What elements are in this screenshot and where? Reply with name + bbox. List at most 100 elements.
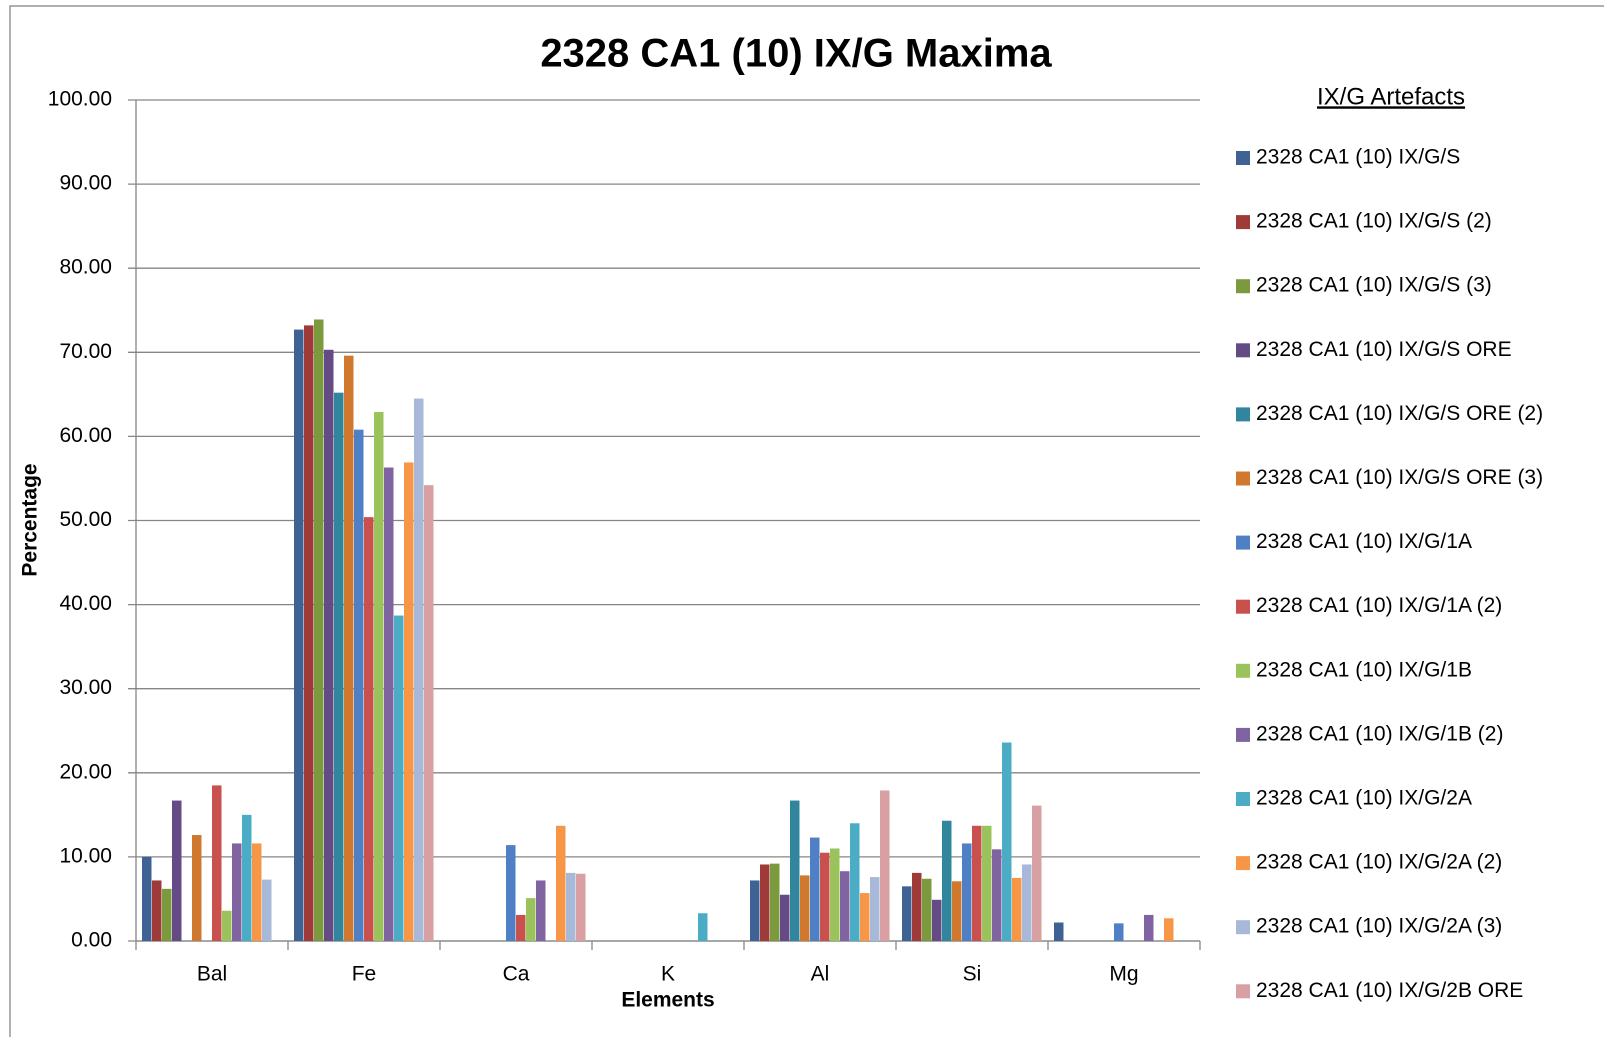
bar (304, 325, 314, 941)
bar (840, 871, 850, 941)
bar (1012, 877, 1022, 941)
bar (1032, 805, 1042, 941)
y-axis-label: Percentage (19, 463, 42, 576)
bar (780, 894, 790, 941)
legend-swatch (1236, 856, 1250, 871)
x-tick-label: K (661, 963, 675, 986)
x-axis-label: Elements (621, 989, 714, 1012)
bar (232, 843, 242, 941)
bar (880, 790, 890, 941)
y-tick-label: 50.00 (59, 508, 112, 531)
bar (962, 843, 972, 941)
chart-title: 2328 CA1 (10) IX/G Maxima (540, 32, 1052, 76)
bar (222, 910, 232, 941)
legend-swatch (1236, 984, 1250, 999)
y-tick-label: 70.00 (59, 340, 112, 363)
legend-swatch (1236, 279, 1250, 294)
legend-label: 2328 CA1 (10) IX/G/1B (2) (1256, 722, 1503, 745)
bar (1144, 914, 1154, 941)
legend-label: 2328 CA1 (10) IX/G/S (2) (1256, 210, 1492, 233)
bar (982, 825, 992, 941)
legend-label: 2328 CA1 (10) IX/G/S ORE (1256, 338, 1512, 361)
x-tick-label: Bal (197, 963, 227, 986)
bar (344, 355, 354, 941)
bar (922, 878, 932, 941)
bar (942, 820, 952, 941)
legend-label: 2328 CA1 (10) IX/G/2A (3) (1256, 915, 1502, 938)
bar (424, 485, 434, 941)
y-tick-label: 80.00 (59, 256, 112, 279)
y-tick-label: 60.00 (59, 424, 112, 447)
x-tick-label: Al (811, 963, 830, 986)
bar (912, 872, 922, 941)
bar (414, 398, 424, 941)
bar (192, 835, 202, 941)
bar (262, 879, 272, 941)
bar (152, 880, 162, 941)
bar (404, 462, 414, 941)
bar (142, 856, 152, 941)
bar (506, 845, 516, 941)
legend-swatch (1236, 151, 1250, 165)
bar (334, 392, 344, 942)
legend-label: 2328 CA1 (10) IX/G/1A (1256, 530, 1472, 553)
bar (850, 823, 860, 941)
x-tick-label: Ca (503, 963, 530, 986)
bar (242, 814, 252, 941)
bar (860, 893, 870, 941)
legend-swatch (1236, 407, 1250, 422)
y-tick-label: 40.00 (59, 592, 112, 615)
bar (800, 875, 810, 941)
bar (324, 349, 334, 942)
legend-label: 2328 CA1 (10) IX/G/S (3) (1256, 274, 1492, 297)
legend-swatch (1236, 471, 1250, 486)
legend-label: 2328 CA1 (10) IX/G/2B ORE (1256, 979, 1523, 1002)
bar (820, 852, 830, 941)
legend-swatch (1236, 343, 1250, 358)
y-tick-label: 30.00 (59, 676, 112, 699)
legend-swatch (1236, 920, 1250, 935)
legend-label: 2328 CA1 (10) IX/G/2A (1256, 787, 1472, 810)
bar (364, 517, 374, 941)
legend-title: IX/G Artefacts (1317, 83, 1465, 110)
bar (374, 412, 384, 941)
bar (870, 877, 880, 941)
bar (698, 913, 708, 941)
bar (576, 873, 586, 941)
bar (252, 843, 262, 941)
bar (810, 837, 820, 941)
bar (830, 848, 840, 941)
bar (952, 881, 962, 941)
bar (1002, 742, 1012, 941)
bar (770, 863, 780, 941)
bar (354, 429, 364, 941)
legend-label: 2328 CA1 (10) IX/G/S ORE (3) (1256, 466, 1543, 489)
y-tick-label: 20.00 (59, 760, 112, 783)
bar (1114, 923, 1124, 941)
bar (992, 849, 1002, 941)
y-tick-label: 10.00 (59, 844, 112, 867)
bar (790, 800, 800, 941)
bar (526, 898, 536, 941)
bar (172, 800, 182, 941)
y-tick-label: 100.00 (48, 88, 112, 111)
bar (516, 914, 526, 941)
legend-label: 2328 CA1 (10) IX/G/S (1256, 146, 1460, 169)
x-tick-label: Si (963, 963, 982, 986)
bar (384, 467, 394, 941)
bar (556, 825, 566, 941)
legend-label: 2328 CA1 (10) IX/G/1B (1256, 658, 1472, 681)
legend-swatch (1236, 663, 1250, 678)
bar (566, 872, 576, 941)
bar (212, 785, 222, 941)
legend-swatch (1236, 215, 1250, 230)
legend-swatch (1236, 792, 1250, 806)
x-tick-label: Fe (352, 963, 377, 986)
bar (314, 319, 324, 942)
bar (972, 825, 982, 941)
legend-swatch (1236, 599, 1250, 614)
bar (394, 615, 404, 941)
y-tick-label: 90.00 (59, 172, 112, 195)
